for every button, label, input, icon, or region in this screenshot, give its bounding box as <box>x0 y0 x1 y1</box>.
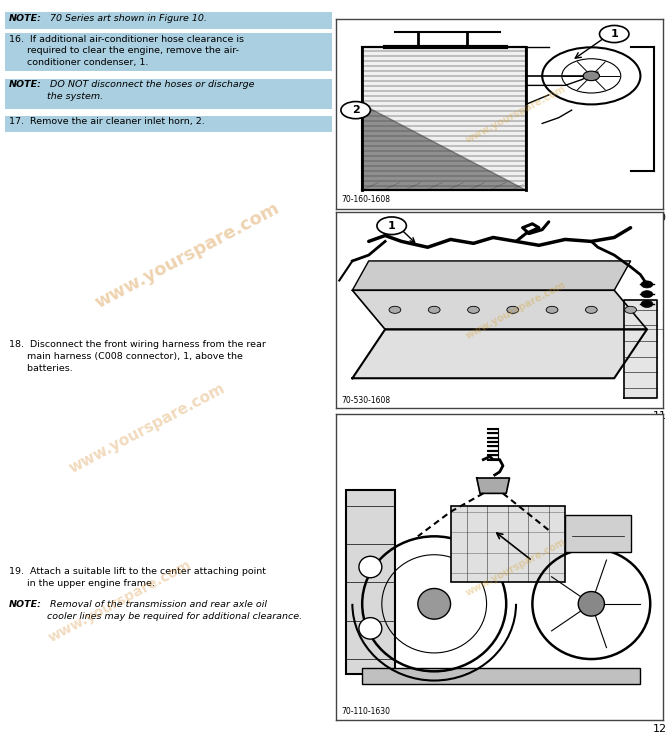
Text: www.yourspare.com: www.yourspare.com <box>464 83 568 144</box>
Text: www.yourspare.com: www.yourspare.com <box>66 381 228 476</box>
Circle shape <box>468 306 480 314</box>
Text: www.yourspare.com: www.yourspare.com <box>464 279 568 341</box>
Circle shape <box>583 71 599 80</box>
Text: www.yourspare.com: www.yourspare.com <box>333 291 495 386</box>
Circle shape <box>428 306 440 314</box>
Polygon shape <box>353 329 647 378</box>
Bar <box>5 33 332 71</box>
Circle shape <box>389 306 401 314</box>
Text: 70 Series art shown in Figure 10.: 70 Series art shown in Figure 10. <box>47 14 207 23</box>
Circle shape <box>599 26 629 43</box>
Circle shape <box>359 556 382 578</box>
Polygon shape <box>477 478 510 493</box>
Polygon shape <box>362 105 526 190</box>
Bar <box>362 669 641 684</box>
Text: 2: 2 <box>352 105 359 115</box>
Circle shape <box>546 306 558 314</box>
Circle shape <box>578 592 605 616</box>
Text: 70-110-1630: 70-110-1630 <box>341 707 390 716</box>
Bar <box>5 79 332 109</box>
Text: 10: 10 <box>653 213 667 223</box>
Bar <box>565 515 631 552</box>
Bar <box>362 47 526 190</box>
Text: www.yourspare.com: www.yourspare.com <box>46 558 194 645</box>
Text: 70-530-1608: 70-530-1608 <box>341 396 390 405</box>
Text: 11: 11 <box>653 411 667 421</box>
Polygon shape <box>353 290 647 329</box>
Text: NOTE:: NOTE: <box>9 80 41 89</box>
Text: NOTE:: NOTE: <box>9 600 41 609</box>
Polygon shape <box>353 261 631 290</box>
Text: 12: 12 <box>653 724 667 734</box>
Text: 1: 1 <box>611 29 618 39</box>
Bar <box>346 490 395 675</box>
Text: 70-160-1608: 70-160-1608 <box>341 196 390 205</box>
Text: Removal of the transmission and rear axle oil
cooler lines may be required for a: Removal of the transmission and rear axl… <box>47 600 303 621</box>
Circle shape <box>418 589 451 619</box>
Text: NOTE:: NOTE: <box>9 14 41 23</box>
Bar <box>5 116 332 132</box>
Text: DO NOT disconnect the hoses or discharge
the system.: DO NOT disconnect the hoses or discharge… <box>47 80 255 102</box>
Circle shape <box>641 301 653 308</box>
Circle shape <box>507 306 518 314</box>
Bar <box>5 12 332 29</box>
Text: www.yourspare.com: www.yourspare.com <box>92 199 283 312</box>
Circle shape <box>341 102 370 119</box>
Circle shape <box>641 281 653 288</box>
Text: 1: 1 <box>387 221 395 231</box>
Bar <box>450 505 565 582</box>
Circle shape <box>359 617 382 639</box>
Text: www.yourspare.com: www.yourspare.com <box>464 536 568 598</box>
Circle shape <box>625 306 637 314</box>
Text: 19.  Attach a suitable lift to the center attaching point
      in the upper eng: 19. Attach a suitable lift to the center… <box>9 567 266 588</box>
Text: 18.  Disconnect the front wiring harness from the rear
      main harness (C008 : 18. Disconnect the front wiring harness … <box>9 340 266 372</box>
Circle shape <box>641 291 653 298</box>
Circle shape <box>585 306 597 314</box>
Polygon shape <box>624 300 657 398</box>
Text: 17.  Remove the air cleaner inlet horn, 2.: 17. Remove the air cleaner inlet horn, 2… <box>9 117 204 126</box>
Text: 16.  If additional air-conditioner hose clearance is
      required to clear the: 16. If additional air-conditioner hose c… <box>9 35 244 67</box>
Circle shape <box>377 217 406 235</box>
Text: www.yourspare.com: www.yourspare.com <box>388 487 520 566</box>
